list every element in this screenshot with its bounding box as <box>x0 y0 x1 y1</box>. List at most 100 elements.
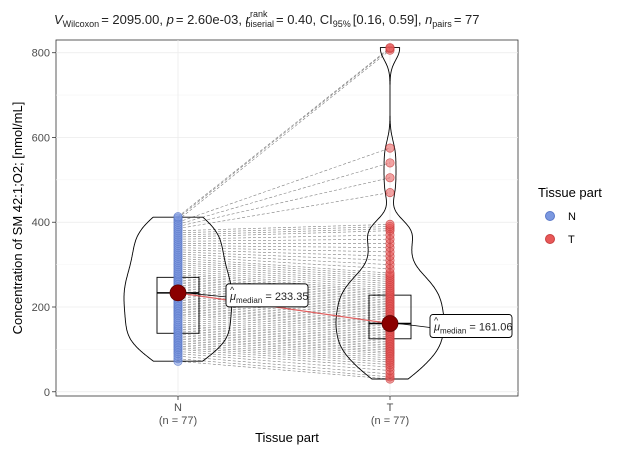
pair-line <box>177 274 391 291</box>
y-tick-label: 600 <box>32 132 50 144</box>
legend-swatch-n <box>545 211 555 221</box>
pair-line <box>177 306 391 323</box>
pair-line <box>177 255 391 270</box>
pair-line <box>177 325 391 339</box>
pair-line <box>177 313 391 329</box>
y-axis-label: Concentration of SM 42:1;O2; [nmol/mL] <box>10 102 25 335</box>
pair-line <box>177 353 391 371</box>
pair-line <box>177 333 391 348</box>
pair-line <box>177 249 391 257</box>
pair-line <box>177 268 391 284</box>
pair-line <box>177 340 391 354</box>
pair-line <box>177 311 391 327</box>
data-point <box>385 158 395 168</box>
pair-line <box>177 48 391 219</box>
pair-line <box>177 310 391 326</box>
pair-line <box>177 245 391 248</box>
data-point <box>173 212 183 222</box>
legend-label-t: T <box>568 234 575 246</box>
pair-line <box>177 177 391 227</box>
pair-line <box>177 47 391 217</box>
pair-line <box>177 230 391 238</box>
pair-line <box>177 238 391 242</box>
pair-line <box>177 315 391 331</box>
median-label-box <box>429 314 513 338</box>
median-label-hat: ^ <box>230 285 235 295</box>
pair-line <box>177 335 391 349</box>
pair-line <box>177 162 391 225</box>
pair-line <box>177 332 391 346</box>
pair-line <box>177 358 391 378</box>
y-tick-label: 0 <box>44 387 50 399</box>
data-point <box>385 188 395 198</box>
pair-line <box>177 321 391 336</box>
legend-title: Tissue part <box>538 185 602 200</box>
pair-line <box>177 323 391 337</box>
data-point <box>385 143 395 153</box>
pair-line <box>177 337 391 351</box>
median-label-leader <box>185 292 227 298</box>
y-tick-label: 200 <box>32 302 50 314</box>
pair-line <box>177 147 391 223</box>
data-point <box>385 219 395 229</box>
pair-line <box>177 260 391 276</box>
pair-line <box>177 319 391 334</box>
x-axis-label: Tissue part <box>255 430 319 445</box>
x-tick-label: T <box>387 402 394 414</box>
pair-line <box>177 49 391 221</box>
y-tick-label: 800 <box>32 48 50 60</box>
pair-line <box>177 343 391 359</box>
data-point <box>385 173 395 183</box>
pair-line <box>177 224 391 232</box>
violins <box>123 47 445 380</box>
paired-connectors <box>177 47 391 380</box>
violin-n <box>123 216 233 362</box>
median-marker-n <box>169 284 187 302</box>
pair-line <box>177 272 391 289</box>
pair-line <box>177 234 391 240</box>
y-tick-label: 400 <box>32 217 50 229</box>
pair-line <box>177 257 391 274</box>
pair-line <box>177 328 391 343</box>
pair-line <box>177 308 391 324</box>
pair-line <box>177 262 391 278</box>
x-tick-count: (n = 77) <box>371 415 409 427</box>
pair-line <box>177 192 391 229</box>
legend-label-n: N <box>568 211 576 223</box>
chart-title: VWilcoxon = 2095.00, p = 2.60e-03, rrank bi… <box>54 9 479 29</box>
median-label-box <box>225 283 309 308</box>
pair-line <box>177 355 391 375</box>
median-markers: μmedian = 233.35^μmedian = 161.06^ <box>169 283 513 338</box>
pair-line <box>177 270 391 287</box>
median-marker-t <box>381 315 399 332</box>
median-label-text: μmedian = 233.35 <box>229 291 308 305</box>
median-label-leader <box>397 323 431 328</box>
pair-line <box>177 360 391 380</box>
pair-line <box>177 330 391 344</box>
pair-line <box>177 317 391 332</box>
median-connector <box>177 292 391 325</box>
plot-panel <box>55 39 519 397</box>
pair-line <box>177 247 391 253</box>
pair-line <box>177 301 391 318</box>
pair-line <box>177 342 391 357</box>
median-label-text: μmedian = 161.06 <box>433 322 512 336</box>
pair-line <box>177 251 391 261</box>
pair-line <box>177 226 391 234</box>
pair-line <box>177 338 391 353</box>
legend: Tissue part N T <box>538 185 602 246</box>
x-axis-ticks: N(n = 77)T(n = 77) <box>159 396 409 427</box>
pair-line <box>177 253 391 265</box>
pair-line <box>177 228 391 236</box>
x-tick-count: (n = 77) <box>159 415 197 427</box>
pair-line <box>177 345 391 361</box>
violin-t <box>335 47 445 380</box>
y-axis-ticks: 0 200 400 600 800 <box>32 48 56 399</box>
pair-line <box>177 327 391 341</box>
pair-line <box>177 266 391 282</box>
pair-line <box>177 347 391 363</box>
pair-line <box>177 303 391 320</box>
pair-line <box>177 349 391 365</box>
x-tick-label: N <box>174 402 182 414</box>
